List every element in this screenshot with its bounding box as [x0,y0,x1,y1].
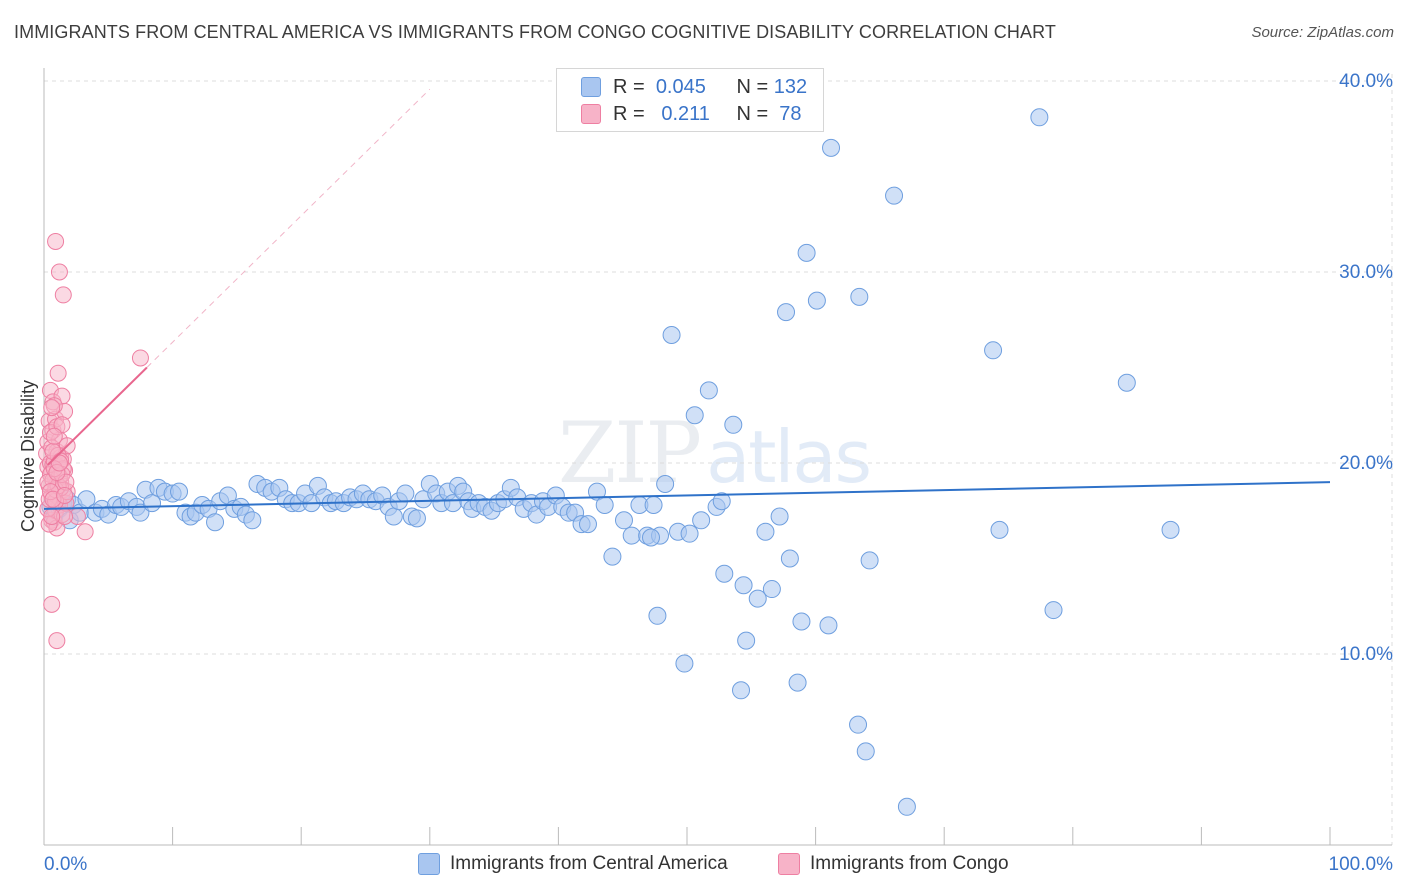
central-america-point [732,681,751,700]
congo-point [131,349,149,367]
central-america-point [756,522,775,541]
central-america-point [243,511,262,530]
central-america-point [644,496,663,515]
n-value: 132 [773,75,808,98]
central-america-point [777,303,796,322]
stats-legend-row-pink: R = 0.211 N = 78 [581,102,802,126]
n-value: 78 [773,102,802,125]
central-america-point [1161,520,1180,539]
y-tick-label: 40.0% [1339,71,1393,92]
y-axis-label: Cognitive Disability [18,380,38,532]
congo-point [76,523,94,541]
central-america-point [788,673,807,692]
central-america-point [822,138,841,157]
n-label: N = [736,75,769,98]
x-tick-label: 0.0% [44,854,87,875]
x-tick-label: 100.0% [1329,854,1394,875]
central-america-point [699,381,718,400]
central-america-point [850,287,869,306]
congo-point [50,454,68,472]
congo-point [54,286,72,304]
congo-point [47,232,65,250]
legend-label-congo: Immigrants from Congo [810,853,1009,874]
central-america-point [685,406,704,425]
central-america-point [407,509,426,528]
stats-legend: R = 0.045 N = 132 R = 0.211 N = 78 [556,68,824,132]
central-america-trend-line [43,481,1331,510]
central-america-point [762,580,781,599]
central-america-point [780,549,799,568]
central-america-point [984,341,1003,360]
central-america-point [680,524,699,543]
congo-point [56,486,74,504]
congo-point [45,427,63,445]
central-america-point [885,186,904,205]
central-america-point [849,715,868,734]
central-america-point [748,589,767,608]
blue-swatch [581,77,601,97]
central-america-point [1030,108,1049,127]
y-tick-label: 20.0% [1339,453,1393,474]
congo-point [49,364,67,382]
central-america-point [603,547,622,566]
central-america-point [206,513,225,532]
n-label: N = [736,102,769,125]
central-america-point [797,243,816,262]
central-america-point [641,528,660,547]
central-america-point [384,507,403,526]
central-america-point [1044,601,1063,620]
y-tick-label: 10.0% [1339,644,1393,665]
legend-swatch-pink [778,853,800,875]
r-label: R = [613,102,645,125]
central-america-point [662,326,681,345]
central-america-point [712,492,731,511]
central-america-point [1117,373,1136,392]
congo-point [43,399,61,417]
watermark-zip: ZIP [558,404,702,502]
central-america-point [614,511,633,530]
legend-label-central-america: Immigrants from Central America [450,853,728,874]
chart-title: IMMIGRANTS FROM CENTRAL AMERICA VS IMMIG… [14,22,1056,42]
congo-point [48,632,66,650]
central-america-point [656,475,675,494]
source-credit: Source: ZipAtlas.com [1251,24,1394,41]
central-america-point [856,742,875,761]
central-america-point [396,484,415,503]
central-america-point [578,515,597,534]
congo-point [43,595,61,613]
legend-item-central-america: Immigrants from Central America [418,852,728,876]
r-value: 0.211 [655,102,710,125]
central-america-point [792,612,811,631]
central-america-point [170,482,189,501]
central-america-point [737,631,756,650]
legend-swatch-blue [418,853,440,875]
central-america-point [819,616,838,635]
congo-trend-extension [146,88,431,368]
central-america-point [807,291,826,310]
central-america-point [131,503,150,522]
central-america-point [648,606,667,625]
congo-point [50,263,68,281]
central-america-point [860,551,879,570]
pink-swatch [581,104,601,124]
stats-legend-row-blue: R = 0.045 N = 132 [581,75,807,99]
central-america-point [990,520,1009,539]
r-label: R = [613,75,645,98]
central-america-point [587,482,606,501]
central-america-point [897,797,916,816]
central-america-point [622,526,641,545]
congo-trend-line [47,366,148,466]
central-america-point [692,511,711,530]
r-value: 0.045 [655,75,706,98]
central-america-point [675,654,694,673]
central-america-point [724,415,743,434]
y-tick-label: 30.0% [1339,262,1393,283]
legend-item-congo: Immigrants from Congo [778,852,1009,876]
central-america-point [770,507,789,526]
congo-point [43,507,61,525]
central-america-point [595,496,614,515]
central-america-point [734,576,753,595]
central-america-point [715,564,734,583]
